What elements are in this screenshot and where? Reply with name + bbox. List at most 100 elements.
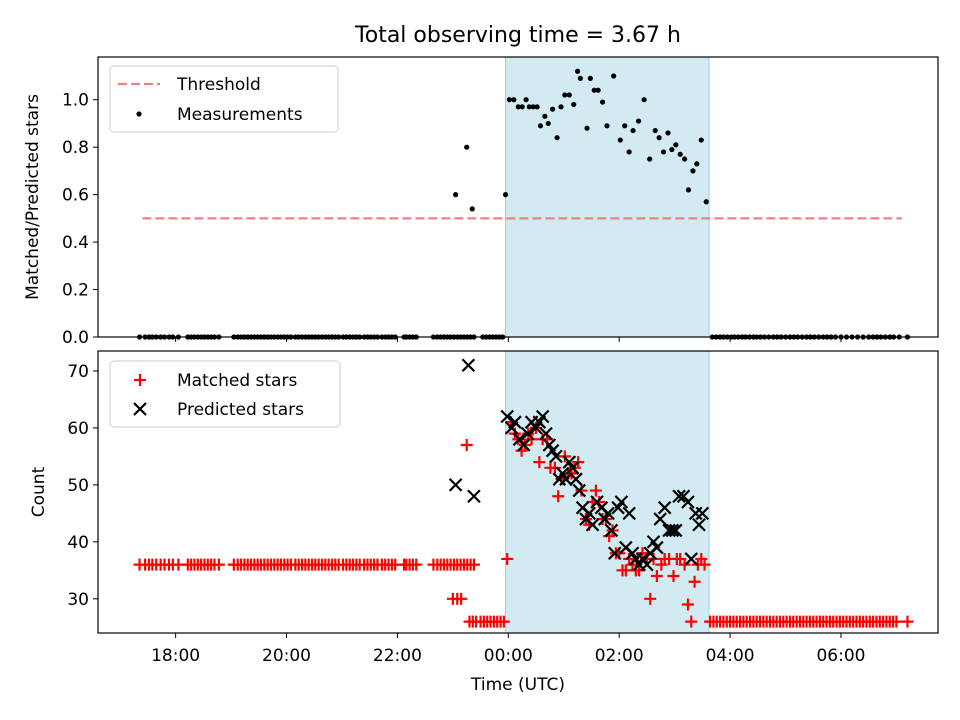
predicted-star-point — [582, 506, 597, 521]
predicted-star-point — [665, 523, 680, 538]
x-tick-label: 02:00 — [595, 646, 644, 666]
matched-star-point — [533, 456, 546, 469]
matched-star-point — [633, 564, 646, 577]
measurement-point — [694, 161, 700, 167]
x-tick-label: 20:00 — [262, 646, 311, 666]
measurement-point — [453, 192, 459, 198]
measurement-point — [577, 75, 583, 81]
x-tick-label: 00:00 — [484, 646, 533, 666]
measurement-point — [595, 87, 601, 93]
y-tick-label: 40 — [67, 533, 89, 553]
predicted-star-point — [535, 409, 550, 424]
matched-star-point — [667, 570, 680, 583]
matched-star-point — [552, 490, 565, 503]
matched-star-point — [501, 552, 514, 565]
measurement-point — [685, 187, 692, 193]
y-tick-label: 0.2 — [62, 281, 89, 301]
predicted-star-point — [572, 483, 587, 498]
legend-matched-label: Matched stars — [177, 371, 297, 391]
legend-measurements-label: Measurements — [177, 105, 303, 125]
measurement-point — [630, 127, 636, 134]
matched-star-point — [890, 615, 903, 628]
predicted-star-point — [508, 415, 522, 429]
predicted-star-point — [601, 506, 615, 521]
measurement-point — [673, 142, 679, 148]
matched-star-point — [647, 552, 660, 565]
predicted-star-point — [559, 472, 573, 486]
legend-predicted-label: Predicted stars — [177, 400, 304, 420]
predicted-star-point — [604, 523, 619, 538]
chart-title: Total observing time = 3.67 h — [354, 23, 681, 48]
x-tick-label: 04:00 — [706, 646, 755, 666]
bottom-axes-frame — [97, 350, 939, 634]
matched-star-point — [525, 433, 538, 446]
measurement-point — [523, 97, 529, 103]
measurement-point — [703, 199, 709, 205]
matched-star-point — [681, 598, 694, 611]
measurement-point — [656, 135, 662, 141]
measurement-point — [537, 123, 544, 129]
y-tick-label: 30 — [67, 590, 89, 610]
legend-matched-swatch — [134, 374, 146, 386]
observing-window-span — [505, 57, 710, 337]
y-tick-label: 60 — [67, 419, 89, 439]
measurement-point — [599, 99, 606, 105]
predicted-star-point — [650, 540, 664, 555]
measurement-point — [542, 113, 548, 119]
predicted-star-point — [640, 557, 654, 572]
top-axes-frame — [97, 56, 939, 338]
measurement-point — [558, 104, 564, 110]
x-tick-label: 18:00 — [151, 646, 200, 666]
predicted-star-point — [672, 489, 686, 504]
matched-star-point — [497, 615, 510, 628]
measurement-point — [660, 149, 667, 155]
matched-star-point — [575, 484, 588, 497]
predicted-star-point — [539, 426, 553, 441]
measurement-point — [682, 156, 688, 162]
measurement-point — [545, 120, 551, 127]
y-tick-label: 70 — [67, 362, 89, 382]
predicted-star-point — [500, 409, 514, 424]
measurement-point — [566, 92, 572, 98]
measurement-point — [515, 104, 521, 110]
measurement-point — [665, 130, 671, 136]
measurement-point — [571, 101, 577, 108]
bottom-legend-box — [109, 360, 341, 428]
measurement-point — [626, 149, 632, 155]
x-tick-label: 22:00 — [373, 646, 422, 666]
predicted-star-point — [681, 495, 695, 509]
matched-star-point — [901, 615, 914, 628]
measurement-point — [698, 137, 704, 143]
measurement-point — [554, 135, 560, 141]
matched-star-point — [467, 558, 480, 571]
predicted-star-point — [585, 517, 600, 532]
y-tick-label: 0.8 — [62, 138, 89, 158]
measurement-point — [622, 123, 628, 129]
measurement-point — [641, 97, 647, 103]
matched-star-point — [688, 575, 701, 588]
x-axis-label: Time (UTC) — [470, 675, 565, 695]
y-tick-label: 0.6 — [62, 186, 89, 206]
top-y-axis-label: Matched/Predicted stars — [23, 94, 43, 300]
predicted-star-point — [622, 506, 636, 521]
predicted-star-point — [657, 500, 672, 515]
top-legend-box — [109, 65, 339, 133]
legend-threshold-label: Threshold — [176, 75, 261, 95]
measurement-point — [506, 97, 513, 103]
predicted-star-point — [448, 478, 463, 492]
matched-star-point — [685, 615, 698, 628]
predicted-star-point — [614, 495, 629, 509]
matched-star-point — [589, 484, 602, 497]
predicted-star-point — [565, 461, 580, 475]
predicted-star-point — [467, 489, 481, 504]
predicted-star-point — [461, 358, 476, 373]
measurement-point — [469, 206, 475, 212]
matched-star-point — [650, 570, 663, 583]
y-tick-label: 0.4 — [62, 233, 89, 253]
measurement-point — [502, 192, 509, 198]
matched-star-point — [548, 461, 561, 474]
predicted-star-point — [668, 523, 683, 538]
matched-star-point — [678, 558, 691, 571]
predicted-star-point — [607, 546, 622, 561]
